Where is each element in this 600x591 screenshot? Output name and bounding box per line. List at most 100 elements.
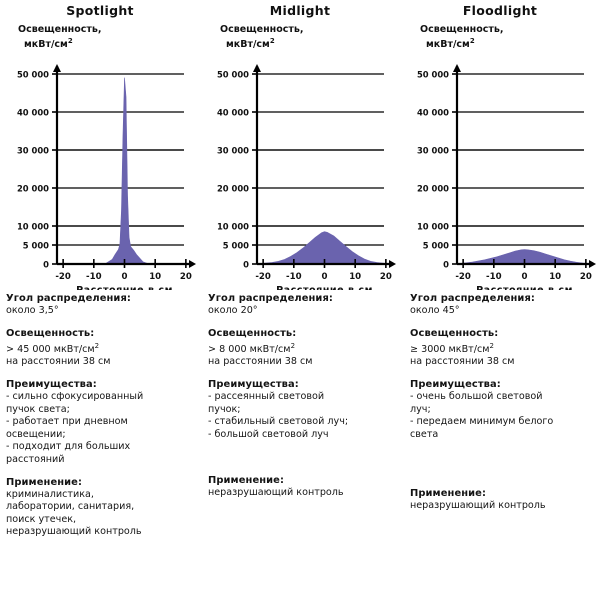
info-irradiance-sup: 2 <box>94 341 100 350</box>
info-angle-midlight: Угол распределения: около 20° <box>208 292 404 318</box>
info-application-midlight: Применение: неразрушающий контроль <box>208 474 404 500</box>
plot-spotlight: 0 5 000 10 000 20 000 30 000 40 000 50 000 -20 -… <box>0 52 200 290</box>
y-tick-label-40000: 40 000 <box>417 107 449 117</box>
y-tick-label-10000: 10 000 <box>17 221 49 231</box>
info-irradiance-head: Освещенность: <box>208 327 297 339</box>
y-axis-label-spotlight: Освещенность, мкВт/см2 <box>18 24 102 50</box>
info-block-floodlight: Угол распределения: около 45° Освещеннос… <box>410 292 600 522</box>
info-advantages-head: Преимущества: <box>208 378 299 390</box>
x-axis-arrow-icon <box>189 260 196 268</box>
x-tick-label--10: -10 <box>86 272 102 282</box>
info-angle-floodlight: Угол распределения: около 45° <box>410 292 600 318</box>
info-advantages-floodlight: Преимущества: - очень большой световой л… <box>410 378 600 441</box>
chart-title-spotlight: Spotlight <box>66 3 134 18</box>
info-angle-head: Угол распределения: <box>6 293 131 304</box>
y-tick-label-10000: 10 000 <box>417 221 449 231</box>
y-tick-label-50000: 50 000 <box>17 69 49 79</box>
info-irradiance-distance: на расстоянии 38 см <box>208 356 313 368</box>
y-axis-label-line2: мкВт/см <box>426 38 470 50</box>
info-irradiance-sup: 2 <box>489 341 494 350</box>
y-tick-label-20000: 20 000 <box>217 183 249 193</box>
info-advantages-body: - рассеянный световой пучок; - стабильны… <box>208 390 349 440</box>
plot-floodlight: 0 5 000 10 000 20 000 30 000 40 000 50 000 -20 -… <box>400 52 600 290</box>
y-tick-label-50000: 50 000 <box>217 69 249 79</box>
y-axis-arrow-icon <box>53 64 61 72</box>
info-application-body: неразрушающий контроль <box>208 487 344 499</box>
chart-title-midlight: Midlight <box>269 3 331 18</box>
x-tick-label-0: 0 <box>522 272 528 282</box>
info-angle-value: около 20° <box>208 305 258 316</box>
chart-title-floodlight: Floodlight <box>462 3 538 18</box>
y-axis-label-line2: мкВт/см <box>24 38 68 50</box>
x-tick-label-10: 10 <box>549 272 561 282</box>
plot-svg-floodlight: 0 5 000 10 000 20 000 30 000 40 000 50 000 -20 -… <box>417 64 596 290</box>
y-axis-arrow-icon <box>253 64 261 72</box>
y-axis-label-sup: 2 <box>67 36 73 45</box>
info-advantages-body: - сильно сфокусированный пучок света; - … <box>6 390 144 465</box>
y-axis-arrow-icon <box>453 64 461 72</box>
info-irradiance-value: > 8 000 мкВт/см2 <box>208 340 404 357</box>
y-tick-label-40000: 40 000 <box>17 107 49 117</box>
y-tick-label-10000: 10 000 <box>217 221 249 231</box>
y-axis-label-sup: 2 <box>269 36 275 45</box>
x-tick-label--20: -20 <box>55 272 71 282</box>
info-application-body: неразрушающий контроль <box>410 500 546 512</box>
x-tick-label--10: -10 <box>486 272 502 282</box>
x-tick-label-20: 20 <box>580 272 592 282</box>
info-irradiance-midlight: Освещенность: > 8 000 мкВт/см2 на рассто… <box>208 327 404 369</box>
y-axis-label-sup: 2 <box>469 36 475 45</box>
info-block-spotlight: Угол распределения: около 3,5° Освещенно… <box>6 292 202 548</box>
y-tick-label-5000: 5 000 <box>423 240 449 250</box>
info-advantages-head: Преимущества: <box>6 378 97 390</box>
info-advantages-body: - очень большой световой луч; - передаем… <box>410 390 554 440</box>
x-axis-title: Расстояние в см <box>476 285 573 290</box>
info-angle-spotlight: Угол распределения: около 3,5° <box>6 292 202 318</box>
info-irradiance-sup: 2 <box>290 341 296 350</box>
info-irradiance-head: Освещенность: <box>6 327 95 339</box>
y-axis-label-midlight: Освещенность, мкВт/см2 <box>220 24 304 50</box>
info-irradiance-head: Освещенность: <box>410 327 499 339</box>
y-tick-label-50000: 50 000 <box>417 69 449 79</box>
info-angle-value: около 3,5° <box>6 305 59 316</box>
plot-midlight: 0 5 000 10 000 20 000 30 000 40 000 50 000 -20 -… <box>200 52 400 290</box>
column-midlight: Midlight Освещенность, мкВт/см2 0 5 000 10… <box>200 0 400 591</box>
info-irradiance-value-text: > 45 000 мкВт/см <box>6 343 95 355</box>
y-axis-label-line1: Освещенность, <box>420 24 504 35</box>
info-application-head: Применение: <box>6 476 83 488</box>
y-tick-label-5000: 5 000 <box>223 240 249 250</box>
info-block-midlight: Угол распределения: около 20° Освещеннос… <box>208 292 404 509</box>
info-angle-value: около 45° <box>410 305 460 316</box>
y-tick-label-30000: 30 000 <box>17 145 49 155</box>
data-area-midlight <box>262 231 387 265</box>
x-tick-label-0: 0 <box>122 272 128 282</box>
y-tick-label-0: 0 <box>243 259 249 269</box>
info-application-head: Применение: <box>208 475 285 487</box>
x-tick-label-10: 10 <box>349 272 361 282</box>
info-application-body: криминалистика, лаборатории, санитария, … <box>6 488 142 538</box>
info-irradiance-distance: на расстоянии 38 см <box>6 356 111 368</box>
y-tick-label-5000: 5 000 <box>23 240 49 250</box>
x-axis-title: Расстояние в см <box>76 285 173 290</box>
y-tick-label-0: 0 <box>443 259 449 269</box>
x-axis-arrow-icon <box>589 260 596 268</box>
info-irradiance-value: > 45 000 мкВт/см2 <box>6 340 202 357</box>
info-advantages-midlight: Преимущества: - рассеянный световой пучо… <box>208 378 404 441</box>
y-tick-label-30000: 30 000 <box>417 145 449 155</box>
info-irradiance-value: ≥ 3000 мкВт/см2 <box>410 340 600 357</box>
info-irradiance-spotlight: Освещенность: > 45 000 мкВт/см2 на расст… <box>6 327 202 369</box>
x-tick-label--20: -20 <box>455 272 471 282</box>
y-axis-label-line1: Освещенность, <box>18 24 102 35</box>
y-axis-label-floodlight: Освещенность, мкВт/см2 <box>420 24 504 50</box>
info-advantages-head: Преимущества: <box>410 378 501 390</box>
info-application-spotlight: Применение: криминалистика, лаборатории,… <box>6 476 202 539</box>
data-area-floodlight <box>459 249 590 265</box>
y-tick-label-0: 0 <box>43 259 49 269</box>
plot-svg-midlight: 0 5 000 10 000 20 000 30 000 40 000 50 000 -20 -… <box>217 64 396 290</box>
y-axis-label-line2: мкВт/см <box>226 38 270 50</box>
info-advantages-spotlight: Преимущества: - сильно сфокусированный п… <box>6 378 202 467</box>
info-application-floodlight: Применение: неразрушающий контроль <box>410 487 600 513</box>
x-tick-label--20: -20 <box>255 272 271 282</box>
data-area-spotlight <box>62 77 187 265</box>
